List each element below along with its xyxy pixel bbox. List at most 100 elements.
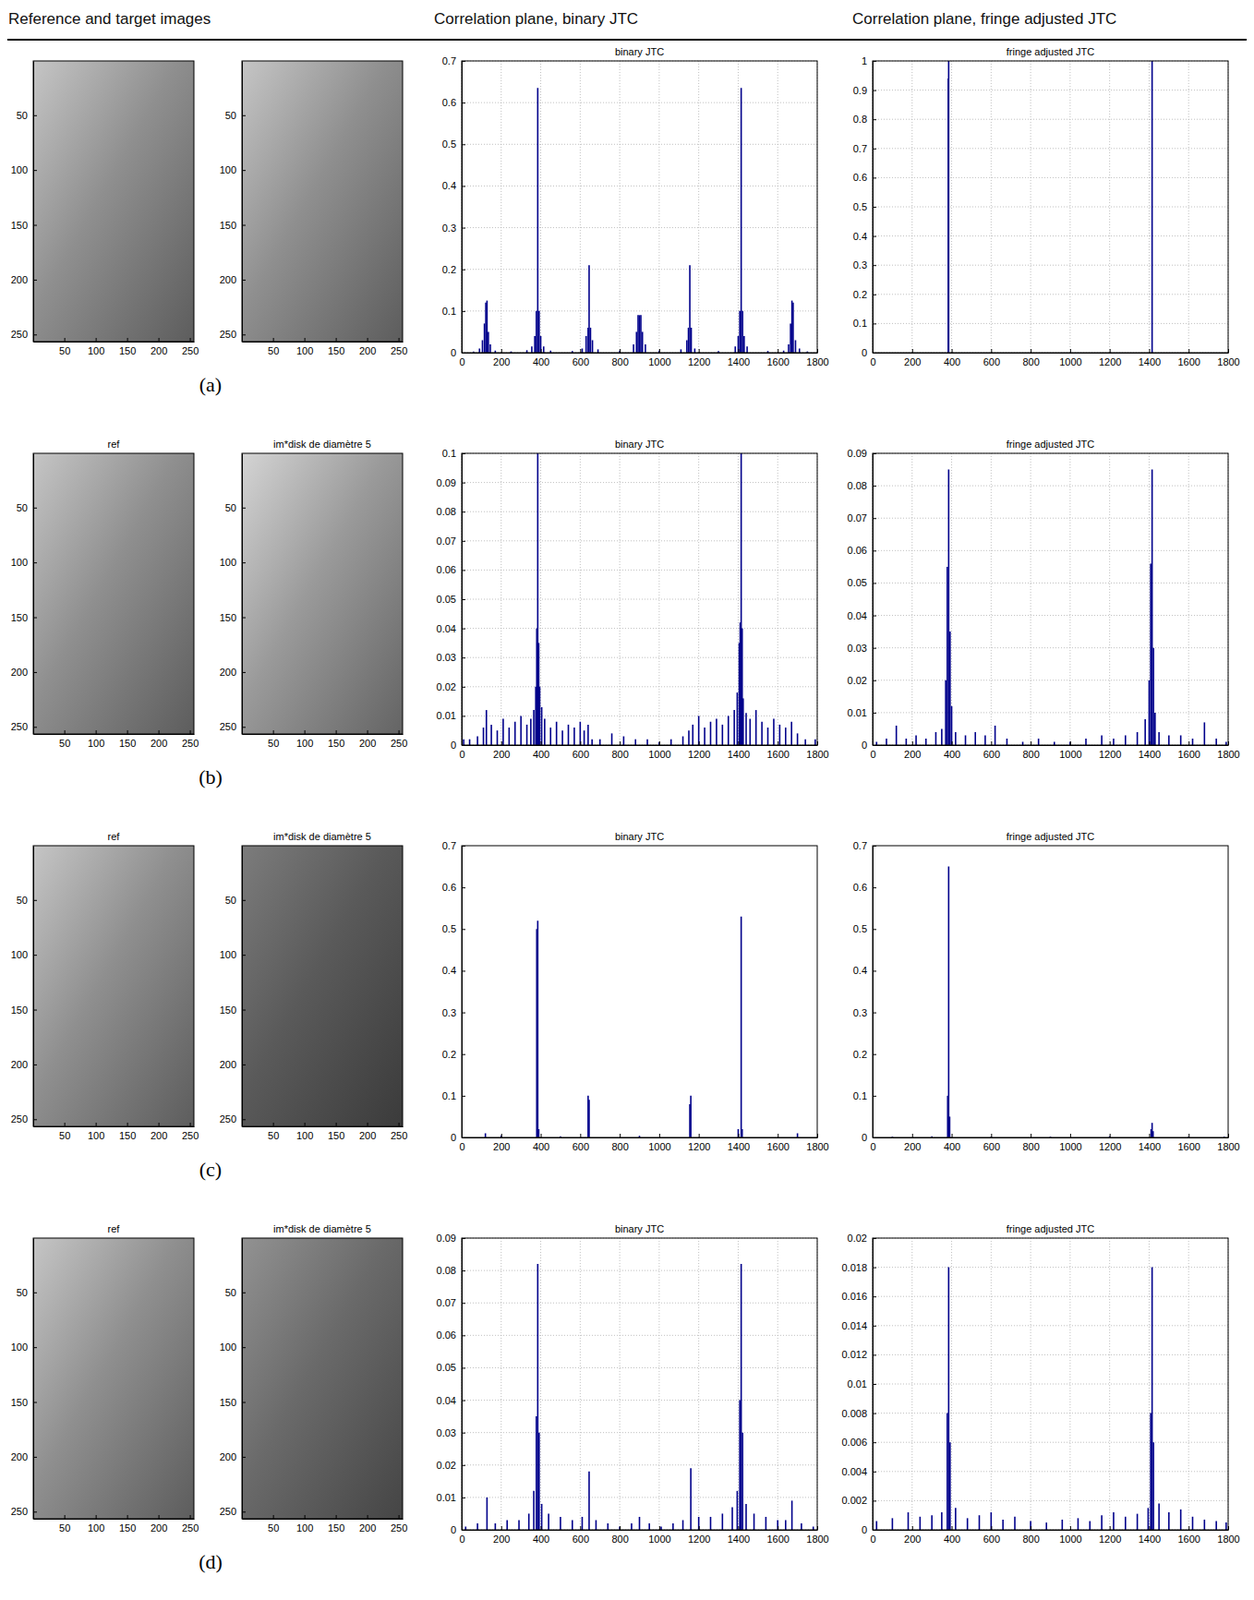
image-panel: 5010015020025050100150200250im*disk de d… — [219, 438, 409, 749]
correlation-stem — [710, 1517, 712, 1531]
plot-area — [33, 1238, 194, 1520]
tick-label: 150 — [11, 219, 28, 231]
tick: 100 — [87, 1122, 105, 1142]
correlation-stem — [559, 1517, 562, 1531]
tick: 1400 — [1138, 1133, 1161, 1153]
correlation-stem — [639, 1517, 641, 1531]
tick-mark — [1188, 1133, 1190, 1138]
tick-label: 1600 — [766, 1533, 789, 1545]
tick-label: 1200 — [1098, 356, 1122, 368]
plot-title: ref — [108, 831, 121, 843]
tick-label: 600 — [983, 356, 1001, 368]
grid-line — [872, 1412, 1229, 1414]
tick-mark — [461, 1012, 466, 1014]
tick-mark — [33, 1347, 37, 1349]
tick: 150 — [119, 337, 136, 357]
tick-mark — [33, 672, 37, 674]
grid-line — [461, 715, 818, 717]
grid-line — [872, 177, 1229, 179]
tick: 0.02 — [847, 675, 877, 687]
grid-line — [872, 1442, 1229, 1444]
tick: 1000 — [1059, 1133, 1082, 1153]
correlation-stem — [537, 453, 540, 746]
tick-label: 50 — [59, 737, 71, 749]
plot-area — [876, 470, 1227, 746]
tick-mark — [952, 741, 953, 746]
x-axis: 020040060080010001200140016001800 — [869, 741, 1240, 760]
tick: 200 — [150, 337, 168, 357]
correlation-stem — [919, 1517, 922, 1531]
grid-line — [872, 89, 1229, 91]
tick: 0.008 — [841, 1408, 877, 1420]
correlation-stem — [772, 719, 775, 746]
column-header: Reference and target images — [8, 10, 211, 28]
tick-mark — [241, 225, 246, 227]
tick-label: 0 — [450, 739, 457, 751]
grid-line — [872, 614, 1229, 616]
y-axis: 00.010.020.030.040.050.060.070.080.09 — [847, 447, 877, 751]
tick: 100 — [296, 337, 314, 357]
tick: 0.07 — [436, 1297, 466, 1309]
grid-line — [872, 206, 1229, 208]
tick-label: 1600 — [766, 748, 789, 760]
image — [33, 845, 194, 1127]
correlation-stem — [814, 739, 817, 746]
tick-mark — [241, 279, 246, 281]
tick-label: 100 — [219, 1341, 237, 1353]
tick: 0.03 — [436, 651, 466, 664]
grid-line — [461, 569, 818, 571]
tick-label: 1200 — [1098, 1533, 1122, 1545]
tick-mark — [699, 741, 700, 746]
grid-line — [698, 1238, 700, 1531]
tick-label: 1600 — [1177, 1533, 1200, 1545]
correlation-stem — [1168, 735, 1170, 746]
tick-mark — [241, 1292, 246, 1294]
tick-label: 200 — [219, 1059, 237, 1071]
correlation-stem — [748, 719, 751, 746]
tick: 0.08 — [436, 506, 466, 518]
tick-mark — [241, 507, 246, 509]
tick: 0.09 — [436, 1232, 466, 1244]
plot-title: binary JTC — [614, 438, 664, 450]
tick: 150 — [119, 730, 136, 749]
tick: 100 — [296, 1122, 314, 1142]
correlation-stem — [561, 730, 564, 746]
tick: 400 — [532, 1526, 550, 1545]
tick: 400 — [943, 1133, 961, 1153]
tick: 1600 — [766, 1133, 789, 1153]
correlation-stem — [687, 730, 690, 746]
correlation-stem — [734, 346, 736, 353]
grid-line — [911, 453, 913, 746]
image-panel: 5010015020025050100150200250im*disk de d… — [219, 1223, 409, 1534]
correlation-stem — [660, 1526, 663, 1531]
correlation-stem — [743, 336, 746, 353]
tick-label: 1600 — [1177, 1141, 1200, 1153]
tick: 800 — [611, 1526, 628, 1545]
tick-label: 150 — [219, 1397, 237, 1409]
tick-label: 1800 — [1217, 748, 1240, 760]
correlation-stem — [538, 311, 541, 353]
tick: 1200 — [1098, 1133, 1122, 1153]
tick: 0.01 — [436, 1492, 466, 1504]
tick-mark — [872, 206, 877, 208]
correlation-stem — [1013, 1517, 1016, 1531]
correlation-stem — [948, 60, 951, 353]
tick: 150 — [119, 1122, 136, 1142]
tick-mark — [336, 1122, 338, 1127]
correlation-stem — [954, 732, 957, 746]
correlation-stem — [954, 1507, 957, 1531]
tick-mark — [96, 1122, 97, 1127]
tick-label: 150 — [119, 737, 136, 749]
tick-label: 200 — [359, 345, 376, 357]
tick: 0.05 — [436, 593, 466, 605]
correlation-stem — [1215, 1521, 1218, 1531]
correlation-stem — [538, 1129, 541, 1138]
tick-mark — [737, 741, 739, 746]
tick-label: 1800 — [806, 748, 829, 760]
tick-mark — [461, 887, 466, 889]
tick: 200 — [359, 1515, 376, 1534]
correlation-stem — [599, 739, 602, 746]
grid-line — [658, 1238, 660, 1531]
tick-mark — [241, 900, 246, 902]
correlation-stem — [648, 1523, 651, 1531]
